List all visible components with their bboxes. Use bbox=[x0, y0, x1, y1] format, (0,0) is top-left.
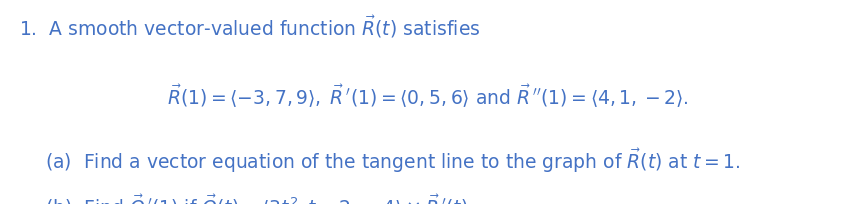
Text: $\vec{R}(1) = \langle{-3, 7, 9}\rangle,\; \vec{R}\,'(1) = \langle{0, 5, 6}\rangl: $\vec{R}(1) = \langle{-3, 7, 9}\rangle,\… bbox=[167, 82, 689, 109]
Text: (a)  Find a vector equation of the tangent line to the graph of $\vec{R}(t)$ at : (a) Find a vector equation of the tangen… bbox=[45, 147, 741, 175]
Text: (b)  Find $\vec{Q}\,'(1)$ if $\vec{Q}(t) = \langle{3t^2, t-2, -4}\rangle \times : (b) Find $\vec{Q}\,'(1)$ if $\vec{Q}(t) … bbox=[45, 192, 473, 204]
Text: 1.  A smooth vector-valued function $\vec{R}(t)$ satisfies: 1. A smooth vector-valued function $\vec… bbox=[19, 14, 480, 40]
